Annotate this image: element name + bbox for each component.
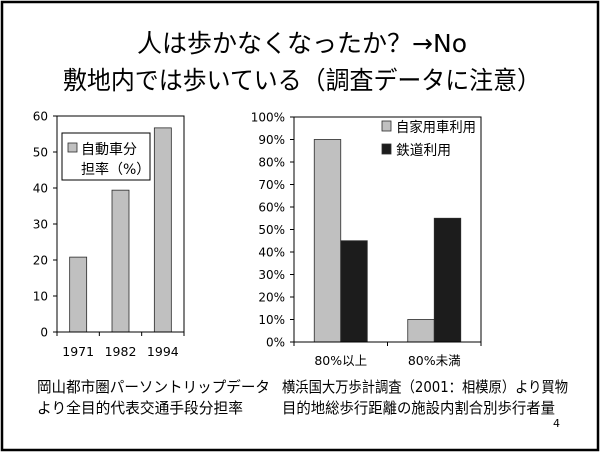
page-number: 4 (553, 417, 560, 430)
plot-area (293, 116, 482, 343)
slide-title-line-2: 敷地内では歩いている（調査データに注意） (63, 66, 541, 95)
y-tick-label: 50 (33, 146, 48, 160)
y-tick-label: 10 (33, 290, 48, 304)
source-note-right-line-1: 横浜国大万歩計調査（2001：相模原）より買物 (282, 378, 568, 396)
legend-label-line: 担率（%） (81, 161, 150, 178)
walking-volume-chart: 0% 10% 20% 30% 40% 50% 60% 70% 80% 90% 100% 80%以上 80… (251, 111, 482, 368)
y-tick-label: 60% (258, 201, 285, 215)
source-note-left-line-1: 岡山都市圏パーソントリップデータ (37, 378, 270, 396)
legend-label-rail-use: 鉄道利用 (396, 143, 451, 159)
source-note-left-line-2: より全目的代表交通手段分担率 (37, 399, 243, 417)
slide-title-line-1: 人は歩かなくなったか？→No (137, 29, 467, 58)
category-label: 1971 (62, 344, 94, 359)
y-tick-label: 20 (33, 254, 48, 268)
chart-marks: 0% 10% 20% 30% 40% 50% 60% 70% 80% 90% 100% 80%以上 80… (251, 111, 482, 368)
y-tick-label: 60 (33, 110, 48, 124)
legend-label-car-share: 自動車分担率（%） (81, 141, 150, 178)
legend-label-line: 自動車分 (81, 141, 137, 158)
y-tick-label: 100% (251, 111, 285, 125)
car-share-bar-car-share-1982 (111, 189, 130, 333)
walking-volume-bar-rail-use-under-80-percent (433, 217, 462, 343)
source-note-right-line-2: 目的地総歩行距離の施設内割合別歩行者量 (282, 399, 555, 417)
y-tick-label: 20% (258, 291, 285, 305)
y-tick-label: 40 (33, 182, 48, 196)
category-label: 80%以上 (314, 353, 367, 368)
legend-swatch-car-share (67, 142, 78, 153)
y-tick-label: 40% (258, 246, 285, 260)
legend: 自動車分担率（%） (61, 132, 151, 181)
legend-label-car-use: 自家用車利用 (396, 119, 476, 136)
category-label: 80%未満 (408, 353, 461, 368)
walking-volume-bar-car-use-under-80-percent (407, 319, 435, 343)
y-tick-label: 0 (40, 326, 48, 340)
legend-swatch-rail-use (381, 143, 392, 155)
y-tick-label: 30 (33, 218, 48, 232)
plot-area (56, 115, 185, 333)
y-tick-label: 30% (258, 268, 285, 282)
legend-swatch-car-use (381, 120, 392, 132)
y-tick-label: 70% (258, 178, 285, 192)
y-tick-label: 50% (258, 223, 285, 237)
legend-box (61, 132, 151, 181)
y-tick-label: 0% (266, 336, 285, 350)
y-tick-label: 10% (258, 313, 285, 327)
walking-volume-bar-rail-use-80-percent-or-more (340, 240, 368, 343)
y-tick-label: 90% (258, 133, 285, 147)
walking-volume-bar-car-use-80-percent-or-more (313, 139, 342, 343)
y-tick-label: 80% (258, 156, 285, 170)
legend: 自家用車利用 鉄道利用 (381, 119, 476, 159)
category-label: 1982 (105, 344, 137, 359)
car-share-bar-car-share-1971 (69, 256, 88, 333)
category-label: 1994 (147, 344, 179, 359)
chart-marks: 0 10 20 30 40 50 60 1971 1982 1994 (33, 110, 185, 359)
car-share-bar-car-share-1994 (153, 127, 172, 333)
car-share-chart: 0 10 20 30 40 50 60 1971 1982 1994 自動車分担率（%） (33, 110, 185, 359)
